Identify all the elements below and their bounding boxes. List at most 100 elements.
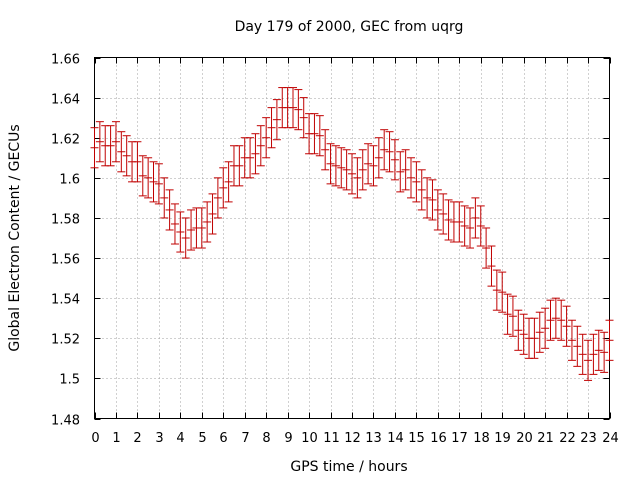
data-point [374,137,383,179]
data-point [235,145,244,187]
data-point [600,331,609,373]
x-tick-label: 0 [91,431,99,446]
data-point [428,179,437,221]
x-tick-label: 15 [408,431,425,446]
y-tick-label: 1.62 [51,133,80,148]
data-point [149,161,158,203]
x-tick-label: 16 [430,431,447,446]
data-point [380,129,389,171]
grid-lines [94,57,610,419]
data-point [95,121,104,163]
data-point [519,313,528,355]
x-tick-labels: 0 1 2 3 4 5 6 7 8 9 10 11 12 13 14 15 16 17 18 19 20 21 22 23 24 [91,431,618,446]
data-point [573,325,582,367]
x-tick-label: 3 [155,431,163,446]
x-axis-label: GPS time / hours [290,459,407,475]
data-point [503,293,512,335]
data-point [154,163,163,205]
data-point [508,295,517,337]
data-point [407,157,416,199]
data-point [594,329,603,371]
data-point [567,319,576,361]
chart-title: Day 179 of 2000, GEC from uqrg [235,19,464,35]
x-tick-label: 22 [559,431,576,446]
data-point [272,99,281,141]
data-point [170,203,179,245]
data-point [288,87,297,129]
data-point [390,139,399,181]
data-point [466,207,475,249]
data-point [487,245,496,287]
data-point [353,157,362,199]
data-point [412,161,421,203]
data-point [471,197,480,239]
x-tick-label: 24 [602,431,619,446]
data-point [358,149,367,191]
y-tick-labels: 1.48 1.5 1.52 1.54 1.56 1.58 1.6 1.62 1.64 1.66 [51,53,80,429]
data-point [369,145,378,187]
x-tick-label: 11 [323,431,340,446]
data-point [294,89,303,131]
data-point [541,307,550,349]
data-point [460,205,469,247]
data-point [364,143,373,185]
data-point [106,125,115,167]
data-point [476,205,485,247]
data-point [417,169,426,211]
data-point [213,177,222,219]
data-point [203,201,212,243]
y-tick-label: 1.58 [51,213,80,228]
data-point [439,193,448,235]
y-tick-label: 1.6 [59,173,80,188]
y-tick-label: 1.48 [51,414,80,429]
x-tick-label: 10 [301,431,318,446]
data-point [315,115,324,157]
data-point [401,149,410,191]
data-point [482,227,491,269]
y-tick-label: 1.54 [51,293,80,308]
data-point [251,133,260,175]
data-point [551,297,560,339]
x-tick-label: 12 [344,431,361,446]
data-point [187,209,196,251]
data-point [562,305,571,347]
data-point [267,107,276,149]
error-bars [90,87,614,381]
x-tick-label: 20 [516,431,533,446]
y-tick-label: 1.66 [51,53,80,68]
data-point [138,155,147,197]
data-point [111,121,120,163]
data-point [208,193,217,235]
x-tick-label: 19 [494,431,511,446]
data-point [348,153,356,195]
data-point [535,311,544,353]
data-point [342,149,351,191]
data-point [299,97,308,139]
x-tick-label: 9 [284,431,292,446]
data-point [455,201,464,243]
data-point [337,147,346,189]
x-tick-label: 6 [219,431,227,446]
x-tick-label: 4 [176,431,184,446]
data-point [396,151,405,193]
x-tick-label: 8 [262,431,270,446]
data-point [246,137,255,179]
data-point [165,189,174,231]
data-point [176,211,185,253]
data-point [321,129,330,171]
axis-ticks [94,57,611,420]
data-point [181,217,190,259]
x-tick-label: 13 [365,431,382,446]
x-tick-label: 2 [133,431,141,446]
data-point [197,207,206,249]
data-point [498,271,507,313]
data-point [546,299,555,341]
y-tick-label: 1.52 [51,333,80,348]
data-point [219,167,228,209]
x-tick-label: 17 [451,431,468,446]
data-point [331,145,340,187]
data-point [310,113,319,155]
y-tick-label: 1.64 [51,93,80,108]
data-point [578,333,587,375]
